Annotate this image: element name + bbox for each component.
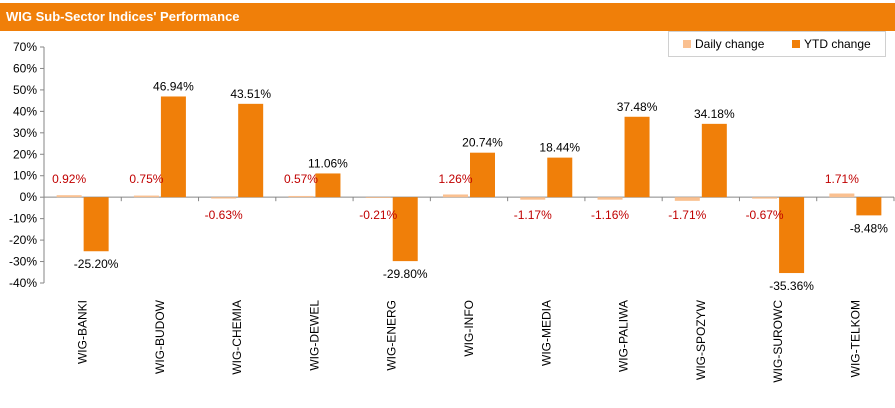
legend-label-daily: Daily change: [695, 37, 765, 51]
bar-ytd-change: [160, 96, 186, 198]
bar-ytd-change: [238, 103, 264, 198]
data-label-ytd: 46.94%: [153, 79, 194, 93]
data-label-daily: 1.26%: [438, 172, 472, 186]
data-label-ytd: 18.44%: [539, 141, 580, 155]
category-label: WIG-ENERG: [385, 300, 399, 371]
category-label: WIG-TELKOM: [848, 300, 862, 377]
chart-header: WIG Sub-Sector Indices' Performance: [0, 3, 895, 31]
bar-daily-change: [365, 197, 391, 198]
legend-label-ytd: YTD change: [804, 37, 871, 51]
y-tick-label: 70%: [13, 40, 37, 54]
y-tick-label: 60%: [13, 61, 37, 75]
data-label-daily: -1.71%: [668, 208, 706, 222]
legend-swatch-daily: [683, 39, 691, 48]
bar-daily-change: [829, 193, 855, 198]
data-label-daily: -0.67%: [746, 208, 784, 222]
bar-daily-change: [674, 197, 700, 201]
data-label-ytd: -8.48%: [850, 221, 888, 235]
data-label-ytd: -29.80%: [383, 267, 428, 281]
category-label: WIG-DEWEL: [307, 300, 321, 371]
bar-daily-change: [752, 197, 778, 199]
bar-daily-change: [597, 197, 623, 200]
category-label: WIG-INFO: [462, 300, 476, 357]
y-tick-label: 20%: [13, 147, 37, 161]
data-label-ytd: 43.51%: [230, 87, 271, 101]
category-label: WIG-BANKI: [76, 300, 90, 364]
y-tick-label: 30%: [13, 126, 37, 140]
data-label-daily: 0.57%: [284, 172, 318, 186]
y-tick-label: -30%: [9, 255, 37, 269]
data-label-daily: -1.16%: [591, 208, 629, 222]
data-label-ytd: -35.36%: [769, 279, 814, 293]
data-label-daily: 0.75%: [129, 172, 163, 186]
bar-ytd-change: [392, 197, 418, 262]
bar-ytd-change: [83, 197, 109, 252]
y-tick-label: 40%: [13, 104, 37, 118]
legend-item-daily: Daily change: [683, 37, 764, 51]
bar-ytd-change: [701, 123, 727, 198]
data-label-daily: -0.63%: [205, 208, 243, 222]
data-label-ytd: 37.48%: [617, 100, 658, 114]
bar-daily-change: [520, 197, 546, 200]
y-tick-label: -10%: [9, 212, 37, 226]
data-label-ytd: 34.18%: [694, 107, 735, 121]
bar-ytd-change: [779, 197, 805, 274]
data-label-ytd: 20.74%: [462, 136, 503, 150]
category-label: WIG-SPOZYW: [694, 299, 708, 380]
chart-legend: Daily change YTD change: [668, 31, 886, 57]
data-label-ytd: -25.20%: [74, 257, 119, 271]
y-tick-label: 50%: [13, 83, 37, 97]
bar-ytd-change: [315, 173, 341, 198]
category-label: WIG-MEDIA: [539, 300, 553, 366]
category-label: WIG-SUROWC: [771, 300, 785, 383]
data-label-daily: 0.92%: [52, 172, 86, 186]
legend-swatch-ytd: [792, 39, 800, 48]
category-label: WIG-PALIWA: [617, 300, 631, 372]
data-label-daily: -1.17%: [514, 208, 552, 222]
category-label: WIG-CHEMIA: [230, 300, 244, 375]
bar-daily-change: [211, 197, 237, 199]
chart-title: WIG Sub-Sector Indices' Performance: [6, 9, 240, 24]
data-label-daily: -0.21%: [359, 208, 397, 222]
y-tick-label: 10%: [13, 169, 37, 183]
y-tick-label: 0%: [20, 190, 38, 204]
bar-ytd-change: [547, 157, 573, 198]
bar-daily-change: [56, 195, 82, 198]
category-label: WIG-BUDOW: [153, 299, 167, 374]
legend-item-ytd: YTD change: [792, 37, 871, 51]
data-label-ytd: 11.06%: [308, 156, 348, 170]
bar-ytd-change: [470, 152, 495, 198]
data-label-daily: 1.71%: [825, 172, 859, 186]
y-tick-label: -40%: [9, 276, 37, 290]
bar-ytd-change: [624, 116, 650, 198]
bar-daily-change: [133, 195, 159, 198]
bar-ytd-change: [856, 197, 882, 216]
bar-daily-change: [443, 194, 468, 198]
bar-daily-change: [288, 195, 314, 198]
y-tick-label: -20%: [9, 233, 37, 247]
